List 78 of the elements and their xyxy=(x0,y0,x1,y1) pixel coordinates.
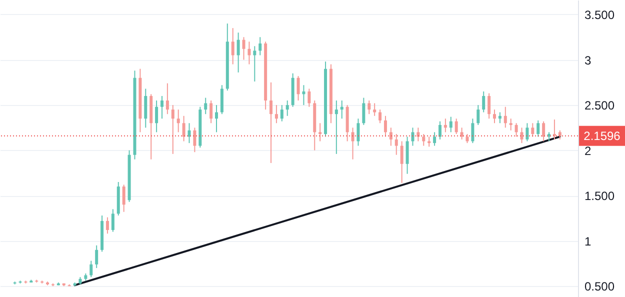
candlestick xyxy=(362,97,366,126)
y-tick-label: 1.500 xyxy=(584,189,615,204)
candlestick xyxy=(318,122,322,142)
candlestick xyxy=(552,119,556,140)
candlestick xyxy=(422,134,426,146)
candlestick xyxy=(204,97,208,115)
candlestick xyxy=(171,104,174,154)
candlestick xyxy=(274,104,278,124)
candlestick xyxy=(471,118,474,144)
candlestick xyxy=(90,260,93,278)
candlestick xyxy=(220,84,224,115)
candlestick xyxy=(95,244,98,269)
candlestick xyxy=(536,120,540,138)
y-tick-label: 0.500 xyxy=(584,280,615,294)
candlestick xyxy=(155,100,158,133)
candlestick xyxy=(270,82,273,164)
y-tick-label: 3 xyxy=(584,53,592,68)
candlestick xyxy=(176,109,180,133)
candlestick xyxy=(280,104,284,122)
candlestick xyxy=(253,46,256,82)
candlestick xyxy=(454,118,458,135)
candlestick xyxy=(144,88,148,128)
candlestick xyxy=(466,134,469,144)
candlestick xyxy=(542,120,546,142)
candlestick xyxy=(378,109,382,124)
candlestick xyxy=(493,109,496,124)
candlestick xyxy=(231,28,234,65)
candlestick xyxy=(111,208,114,232)
candlestick xyxy=(166,82,169,115)
candlestick xyxy=(296,76,300,102)
candlestick xyxy=(411,127,414,146)
candlestick xyxy=(514,122,518,138)
candlestick xyxy=(308,88,311,108)
candlestick xyxy=(444,118,447,133)
candlestick xyxy=(193,127,196,153)
candlestick xyxy=(236,32,240,73)
candlestick xyxy=(340,100,344,120)
candlestick xyxy=(394,134,398,156)
candlestick xyxy=(531,122,534,138)
candlestick xyxy=(504,106,507,128)
candlestick xyxy=(356,118,360,146)
candlestick xyxy=(449,116,452,133)
candlestick xyxy=(302,84,306,106)
candlestick xyxy=(384,115,387,138)
candlestick xyxy=(160,95,164,120)
candlestick xyxy=(526,122,529,142)
candlestick xyxy=(416,127,420,142)
candlestick xyxy=(286,100,289,116)
candlestick xyxy=(368,100,371,115)
candlestick xyxy=(438,120,442,140)
candlestick xyxy=(248,41,251,65)
candlestick xyxy=(242,36,246,60)
candlestick xyxy=(460,127,464,140)
candlestick xyxy=(476,104,480,126)
y-tick-label: 3.500 xyxy=(584,8,615,22)
ref-line-label: 2.1596 xyxy=(584,128,621,143)
candlestick xyxy=(373,102,376,116)
y-tick-label: 2 xyxy=(584,144,592,158)
candlestick xyxy=(509,118,512,131)
candlestick xyxy=(258,36,262,56)
candlestick xyxy=(482,90,486,113)
candlestick xyxy=(498,112,502,124)
candlestick xyxy=(558,130,562,140)
candlestick xyxy=(351,127,354,160)
candlestick xyxy=(400,140,404,184)
candlestick xyxy=(122,184,126,212)
candlestick xyxy=(210,100,213,124)
candlestick xyxy=(215,104,218,133)
candlestick xyxy=(334,100,338,154)
candlestick xyxy=(406,136,409,174)
candlestick xyxy=(182,115,186,142)
candlestick xyxy=(433,132,436,146)
candlestick xyxy=(389,127,392,146)
y-tick-label: 2.500 xyxy=(584,98,615,113)
y-tick-label: 1 xyxy=(584,234,592,248)
candlestick xyxy=(488,92,491,120)
candlestick xyxy=(520,127,524,144)
candlestick xyxy=(106,216,109,234)
